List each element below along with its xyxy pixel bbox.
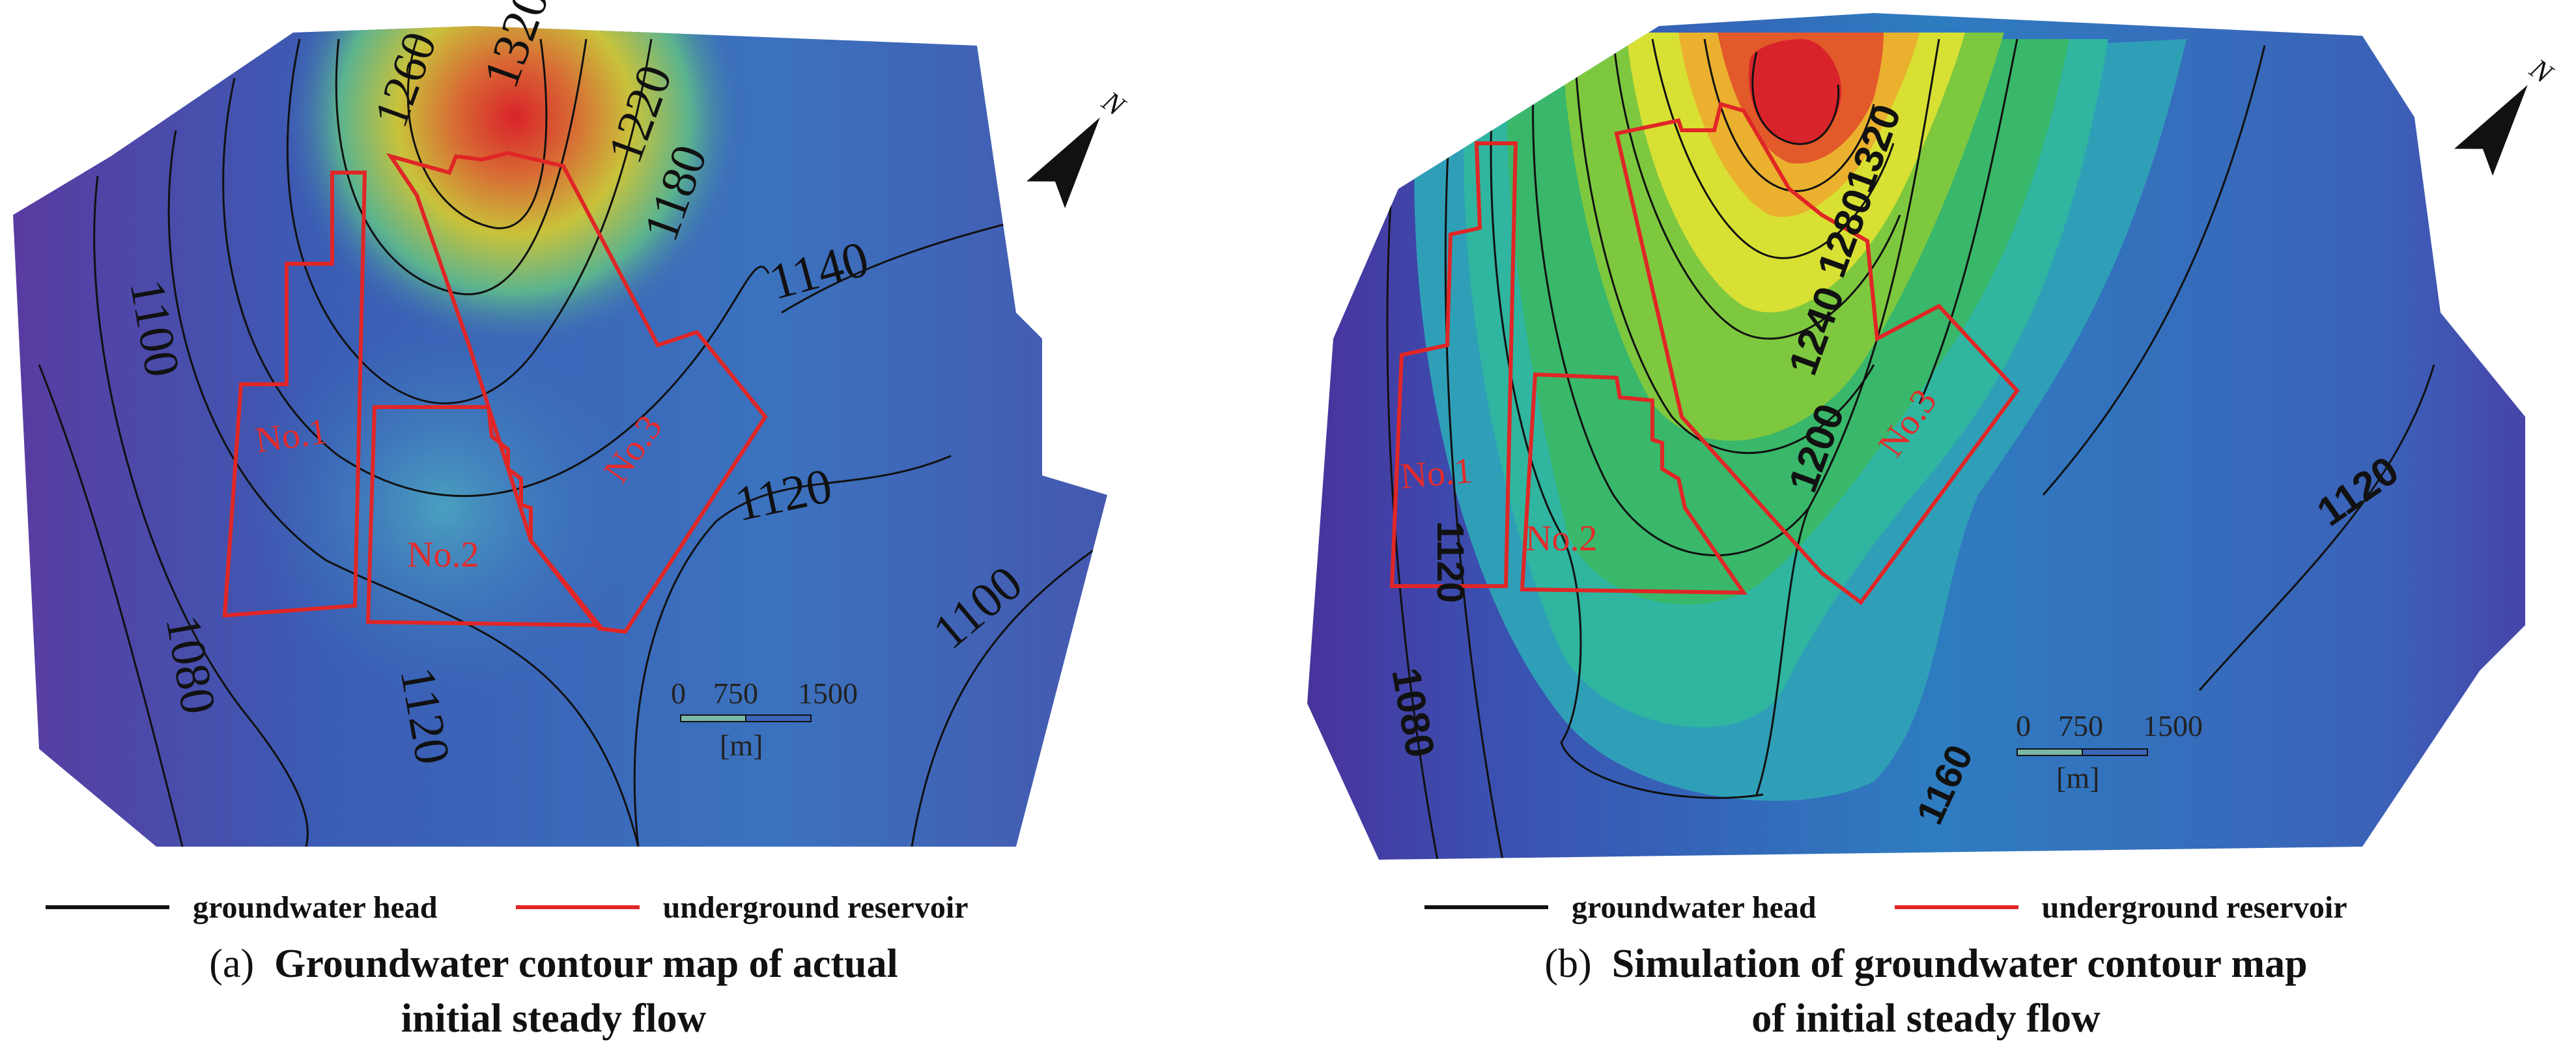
svg-text:0: 0 xyxy=(2016,709,2031,742)
legend-label-head: groundwater head xyxy=(193,890,438,925)
legend-line-head xyxy=(46,905,169,909)
legend-item-head: groundwater head xyxy=(1424,890,1817,925)
svg-text:N: N xyxy=(1096,85,1132,123)
legend-label-head: groundwater head xyxy=(1572,890,1817,925)
caption-b-line1: (b) Simulation of groundwater contour ma… xyxy=(1544,942,2308,986)
contour-label-1120-west: 1120 xyxy=(1429,521,1471,603)
svg-text:750: 750 xyxy=(713,677,758,710)
panel-b: 1320 1280 1240 1200 1120 1120 1080 1160 … xyxy=(1288,0,2576,1057)
svg-text:[m]: [m] xyxy=(2056,761,2099,795)
map-a: 1320 1260 1220 1180 1140 1100 1120 1100 … xyxy=(13,0,1132,847)
reservoir-label-no1: No.1 xyxy=(253,411,330,461)
caption-b-line2: of initial steady flow xyxy=(1751,996,2101,1041)
panel-a: 1320 1260 1220 1180 1140 1100 1120 1100 … xyxy=(13,0,1132,1046)
caption-a: (a) Groundwater contour map of actual in… xyxy=(98,937,1010,1046)
legend-label-reservoir: underground reservoir xyxy=(2041,890,2347,925)
north-arrow-icon: N xyxy=(1026,85,1132,208)
reservoir-label-no1: No.1 xyxy=(1399,451,1474,497)
legend-line-reservoir xyxy=(1894,905,2018,909)
north-arrow-icon: N xyxy=(2454,52,2560,176)
svg-text:N: N xyxy=(2524,52,2560,91)
caption-a-line1: (a) Groundwater contour map of actual xyxy=(209,942,898,986)
caption-b: (b) Simulation of groundwater contour ma… xyxy=(1437,937,2414,1046)
legend-item-reservoir: underground reservoir xyxy=(1894,890,2347,925)
svg-text:1500: 1500 xyxy=(2143,709,2203,742)
legend-line-head xyxy=(1424,905,1548,909)
scale-bar: 0 750 1500 [m] xyxy=(2016,709,2203,795)
scale-bar: 0 750 1500 [m] xyxy=(671,677,858,762)
legend-label-reservoir: underground reservoir xyxy=(662,890,969,925)
svg-text:[m]: [m] xyxy=(720,729,763,762)
svg-text:0: 0 xyxy=(671,677,686,710)
map-b: 1320 1280 1240 1200 1120 1120 1080 1160 … xyxy=(1307,13,2560,860)
legend-item-head: groundwater head xyxy=(46,890,438,925)
reservoir-label-no2: No.2 xyxy=(407,535,479,575)
svg-text:1500: 1500 xyxy=(798,677,858,710)
svg-text:750: 750 xyxy=(2058,709,2103,742)
reservoir-label-no2: No.2 xyxy=(1525,518,1597,559)
legend-b: groundwater head underground reservoir xyxy=(1424,881,2426,933)
legend-item-reservoir: underground reservoir xyxy=(515,890,969,925)
caption-a-line2: initial steady flow xyxy=(401,996,707,1041)
legend-line-reservoir xyxy=(515,905,640,909)
legend-a: groundwater head underground reservoir xyxy=(46,881,1047,933)
